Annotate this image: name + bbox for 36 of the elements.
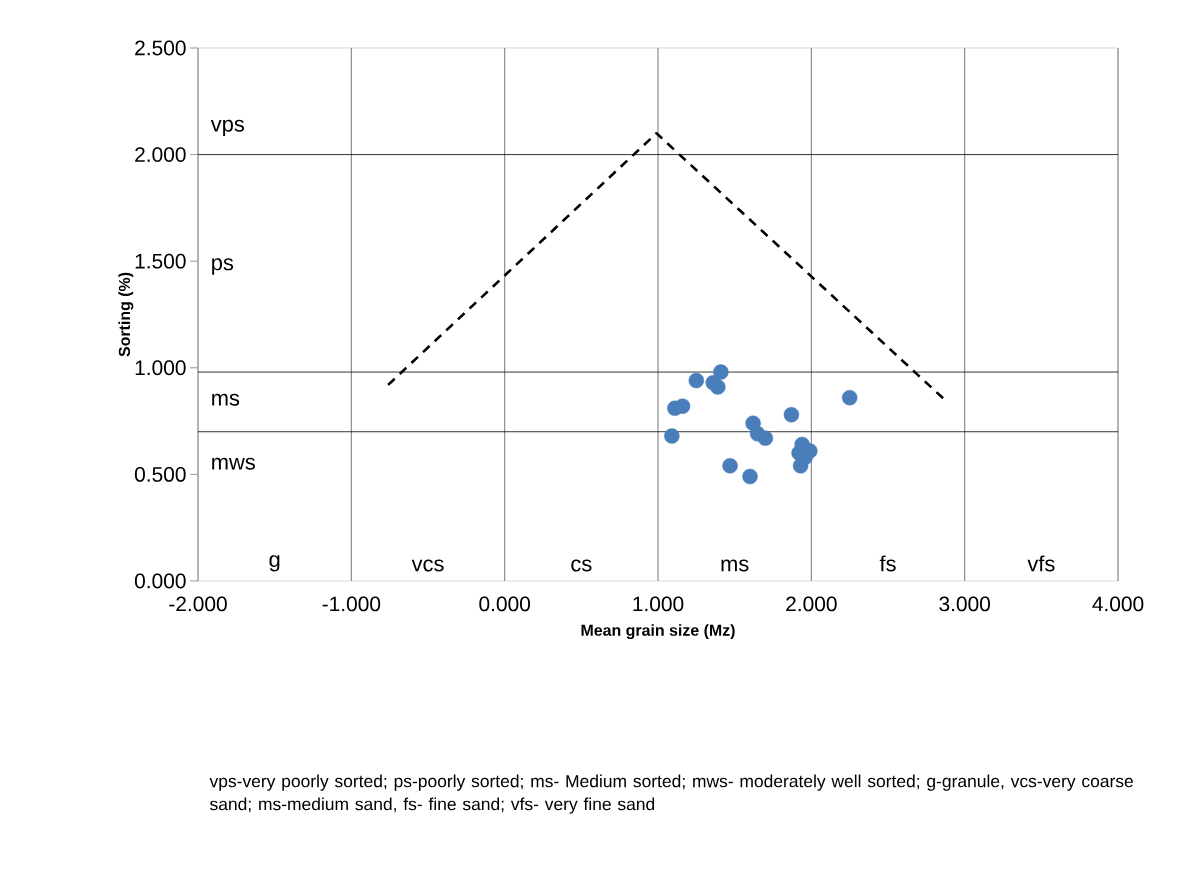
point xyxy=(742,468,758,485)
annotation: vps xyxy=(210,119,245,137)
annotation: cs xyxy=(571,559,592,572)
point xyxy=(783,406,800,423)
x-tick-label: -2.000 xyxy=(169,596,227,612)
y-axis-title: Sorting (%) xyxy=(118,272,134,357)
point xyxy=(841,389,858,406)
point xyxy=(688,372,705,389)
annotation: ms xyxy=(212,393,240,406)
annotation: mws xyxy=(212,457,255,470)
point xyxy=(710,379,726,395)
x-tick-label: -1.000 xyxy=(322,596,381,612)
annotation: g xyxy=(269,555,280,572)
annotation: vfs xyxy=(1027,555,1055,572)
y-tick-label: 0.500 xyxy=(134,466,186,482)
y-tick-label: 1.500 xyxy=(135,253,186,269)
annotation: ps xyxy=(212,258,234,275)
point xyxy=(713,364,729,380)
text: vps-very poorly sorted; ps-poorly sorted; ms- Medium sorted; mws- moderately well sorted; g-granule, vcs-very coarse sand; ms-medium sand, fs- fine sand; vfs- very fine sand xyxy=(209,774,1133,814)
y-tick-label: 0.000 xyxy=(134,573,186,589)
x-axis-title: Mean grain size (Mz) xyxy=(581,624,735,640)
annotation: vcs xyxy=(411,559,444,572)
x-tick-label: 1.000 xyxy=(633,596,684,612)
point xyxy=(664,428,680,444)
annotation: ms xyxy=(721,559,749,572)
y-tick-label: 1.000 xyxy=(135,360,186,376)
y-tick-label: 2.500 xyxy=(135,40,186,56)
x-tick-label: 3.000 xyxy=(939,596,991,612)
point xyxy=(757,430,774,446)
y-tick-label: 2.000 xyxy=(135,147,186,162)
annotation: fs xyxy=(879,555,896,572)
x-tick-label: 4.000 xyxy=(1092,596,1144,612)
point xyxy=(792,458,809,474)
x-tick-label: 0.000 xyxy=(479,596,531,612)
point xyxy=(722,458,738,474)
x-tick-label: 2.000 xyxy=(786,596,837,612)
